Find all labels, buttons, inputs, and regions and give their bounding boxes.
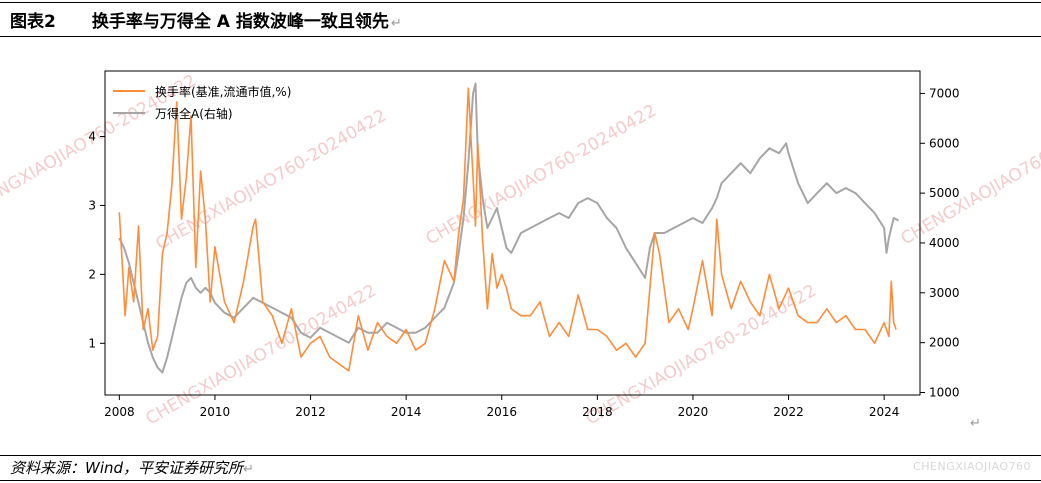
plot-frame [104, 70, 921, 396]
return-mark-icon: ↵ [390, 16, 402, 31]
right-tick-label: 1000 [929, 386, 960, 400]
source-text: 资料来源：Wind，平安证券研究所 [10, 459, 244, 477]
x-tick-label: 2016 [486, 405, 517, 419]
left-tick-label: 1 [88, 336, 96, 350]
left-axis: 1 2 3 4 [88, 129, 105, 350]
right-tick-label: 7000 [929, 86, 960, 100]
x-tick-label: 2020 [678, 405, 709, 419]
watermark-text: CHENGXIAOJIAO760-20240422 [898, 101, 1041, 250]
return-mark-icon: ↵ [970, 416, 981, 431]
watermark-layer: CHENGXIAOJIAO760-20240422CHENGXIAOJIAO76… [0, 71, 1041, 430]
figure-label: 图表2 [10, 12, 56, 32]
left-tick-label: 3 [88, 198, 96, 212]
legend: 换手率(基准,流通市值,%) 万得全A(右轴) [113, 84, 291, 121]
top-rule [0, 2, 1041, 3]
right-axis: 1000 2000 3000 4000 5000 6000 7000 [920, 86, 960, 400]
right-tick-label: 2000 [929, 336, 960, 350]
x-tick-label: 2024 [869, 405, 900, 419]
right-tick-label: 5000 [929, 186, 960, 200]
index-line [118, 82, 899, 374]
x-axis: 2008 2010 2012 2014 2016 2018 2020 2022 2024 [104, 395, 899, 419]
return-mark-icon: ↵ [243, 462, 254, 477]
watermark-text: CHENGXIAOJIAO760-20240422 [423, 101, 660, 250]
right-tick-label: 3000 [929, 286, 960, 300]
right-tick-label: 6000 [929, 136, 960, 150]
legend-label: 万得全A(右轴) [155, 106, 233, 121]
source-note: 资料来源：Wind，平安证券研究所↵ [10, 458, 254, 480]
footer-rule-top [0, 455, 1041, 456]
x-tick-label: 2014 [391, 405, 422, 419]
x-tick-label: 2012 [295, 405, 326, 419]
x-tick-label: 2008 [104, 405, 135, 419]
right-tick-label: 4000 [929, 236, 960, 250]
turnover-line [118, 87, 897, 372]
x-tick-label: 2022 [773, 405, 804, 419]
left-tick-label: 2 [88, 267, 96, 281]
watermark-text: CHENGXIAOJIAO760-20240422 [153, 106, 390, 255]
figure-title: 换手率与万得全 A 指数波峰一致且领先 [91, 12, 389, 32]
x-tick-label: 2010 [200, 405, 231, 419]
legend-label: 换手率(基准,流通市值,%) [155, 84, 291, 99]
x-tick-label: 2018 [582, 405, 613, 419]
footer-rule-bottom [0, 480, 1041, 481]
footer-watermark: CHENGXIAOJIAO760 [913, 460, 1031, 473]
series-lines [118, 82, 899, 374]
figure-header: 图表2 换手率与万得全 A 指数波峰一致且领先 ↵ [10, 9, 402, 35]
left-tick-label: 4 [88, 129, 96, 143]
header-rule [0, 36, 1041, 37]
